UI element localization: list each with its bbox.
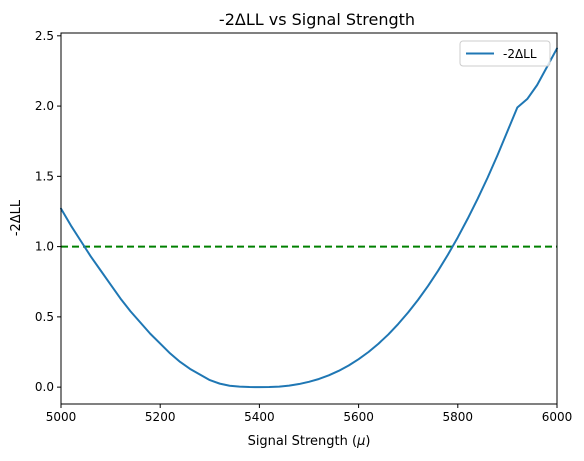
x-axis-label: Signal Strength (μ) xyxy=(248,434,371,449)
x-tick-label: 5200 xyxy=(145,410,176,424)
y-axis: 0.0 0.5 1.0 1.5 2.0 2.5 xyxy=(35,29,61,394)
plot-area xyxy=(60,47,558,389)
y-tick-label: 1.5 xyxy=(35,169,54,183)
axes-frame xyxy=(60,32,558,405)
x-axis: 5000 5200 5400 5600 5800 6000 xyxy=(46,404,573,424)
x-tick-label: 5000 xyxy=(46,410,77,424)
legend: -2ΔLL xyxy=(459,40,551,67)
y-tick-label: 0.0 xyxy=(35,380,54,394)
y-axis-label: -2ΔLL xyxy=(9,199,24,236)
x-tick-label: 6000 xyxy=(542,410,573,424)
y-tick-label: 1.0 xyxy=(35,240,54,254)
x-tick-label: 5400 xyxy=(244,410,275,424)
y-tick-label: 2.5 xyxy=(35,29,54,43)
y-tick-label: 2.0 xyxy=(35,99,54,113)
series-line xyxy=(60,47,558,389)
chart-title: -2ΔLL vs Signal Strength xyxy=(219,10,415,29)
x-tick-label: 5600 xyxy=(343,410,374,424)
legend-box xyxy=(459,40,551,67)
legend-label: -2ΔLL xyxy=(503,47,537,61)
x-tick-label: 5800 xyxy=(443,410,474,424)
y-tick-label: 0.5 xyxy=(35,310,54,324)
